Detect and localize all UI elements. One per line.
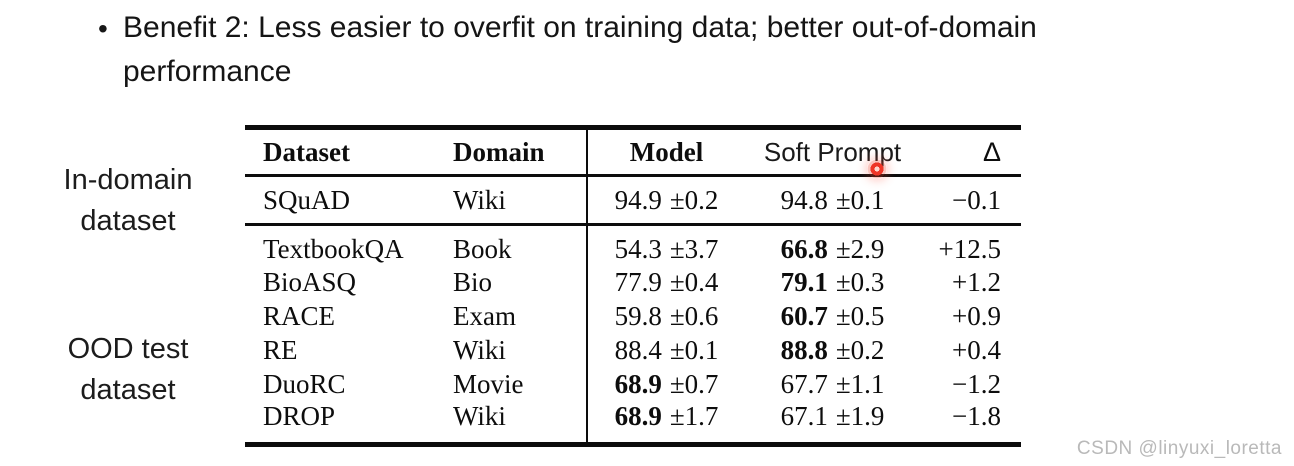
results-table: Dataset Domain Model Soft Prompt Δ SQuAD… [245,125,1021,447]
label-line: OOD test [67,333,189,365]
cell-soft-prompt-score: 67.7 ±1.1 [745,367,920,401]
col-header-delta: Δ [920,127,1021,177]
soft-prompt-score-value: 67.7 [780,368,828,399]
soft-prompt-score-error: ±0.3 [835,266,885,297]
label-line: dataset [80,374,176,406]
model-score-value: 54.3 [614,234,662,264]
model-score-error: ±0.2 [669,184,719,215]
label-in-domain-dataset: In-domain dataset [28,160,228,242]
cell-soft-prompt-score: 94.8 ±0.1 [745,175,920,226]
cell-dataset: TextbookQA [263,234,404,264]
model-score-error: ±0.4 [669,266,719,297]
cell-model-score: 77.9 ±0.4 [586,265,745,299]
soft-prompt-score-value: 60.7 [780,300,828,331]
cell-dataset: RACE [263,300,336,331]
cell-soft-prompt-score: 67.1 ±1.9 [745,401,920,445]
cell-delta: +0.9 [952,300,1001,331]
cell-delta: −0.1 [920,175,1021,226]
model-score-value: 68.9 [614,401,662,431]
in-domain-rows: SQuAD Wiki 94.9 ±0.2 94.8 ±0.1 −0.1 [245,175,1021,226]
cell-dataset: DROP [263,401,336,431]
model-score-value: 77.9 [614,266,662,297]
cell-domain: Wiki [453,334,506,365]
col-header-model: Model [586,127,745,177]
soft-prompt-score-error: ±0.2 [835,334,885,365]
model-score-value: 94.9 [614,184,662,215]
soft-prompt-score-error: ±2.9 [835,234,885,264]
cell-dataset: BioASQ [263,266,357,297]
cell-model-score: 68.9 ±1.7 [586,401,745,445]
cell-delta: −1.2 [952,368,1001,399]
laser-pointer-dot [867,159,887,179]
cell-soft-prompt-score: 66.8 ±2.9 [745,225,920,266]
table-row: TextbookQA Book 54.3 ±3.7 66.8 ±2.9 +12.5 [245,224,1021,266]
cell-domain: Book [453,234,512,264]
soft-prompt-score-error: ±1.9 [835,401,885,431]
table-header-row: Dataset Domain Model Soft Prompt Δ [245,127,1021,177]
cell-model-score: 94.9 ±0.2 [586,175,745,226]
table-row: SQuAD Wiki 94.9 ±0.2 94.8 ±0.1 −0.1 [245,175,1021,226]
soft-prompt-score-value: 66.8 [780,234,828,264]
soft-prompt-score-value: 88.8 [780,334,828,365]
cell-delta: −1.8 [952,401,1001,431]
cell-model-score: 59.8 ±0.6 [586,299,745,333]
cell-dataset: RE [263,334,298,365]
table-row: RACE Exam 59.8 ±0.6 60.7 ±0.5 +0.9 [245,299,1021,333]
model-score-value: 68.9 [614,368,662,399]
cell-domain: Bio [453,266,493,297]
cell-dataset: DuoRC [263,368,346,399]
label-ood-test-dataset: OOD test dataset [28,329,228,411]
soft-prompt-score-value: 67.1 [780,401,828,431]
cell-domain: Wiki [453,401,506,431]
cell-delta: +1.2 [952,266,1001,297]
table-row: DuoRC Movie 68.9 ±0.7 67.7 ±1.1 −1.2 [245,367,1021,401]
cell-soft-prompt-score: 60.7 ±0.5 [745,299,920,333]
model-score-error: ±1.7 [669,401,719,431]
model-score-value: 88.4 [614,334,662,365]
cell-domain: Wiki [450,175,587,226]
cell-soft-prompt-score: 79.1 ±0.3 [745,265,920,299]
cell-dataset: SQuAD [245,175,450,226]
model-score-error: ±0.6 [669,300,719,331]
ood-rows: TextbookQA Book 54.3 ±3.7 66.8 ±2.9 +12.5 BioAS… [245,224,1021,445]
col-header-soft-prompt: Soft Prompt [745,127,920,177]
table-row: RE Wiki 88.4 ±0.1 88.8 ±0.2 +0.4 [245,333,1021,367]
cell-model-score: 88.4 ±0.1 [586,333,745,367]
cell-soft-prompt-score: 88.8 ±0.2 [745,333,920,367]
table-row: BioASQ Bio 77.9 ±0.4 79.1 ±0.3 +1.2 [245,265,1021,299]
soft-prompt-score-value: 79.1 [780,266,828,297]
label-line: In-domain [63,164,193,196]
soft-prompt-score-value: 94.8 [780,184,828,215]
model-score-error: ±3.7 [669,234,719,264]
bullet-icon: • [98,13,108,44]
bullet-item: • Benefit 2: Less easier to overfit on t… [98,6,1238,94]
cell-model-score: 54.3 ±3.7 [586,224,745,265]
table-row: DROP Wiki 68.9 ±1.7 67.1 ±1.9 −1.8 [245,401,1021,445]
cell-domain: Movie [453,368,524,399]
model-score-error: ±0.1 [669,334,719,365]
model-score-value: 59.8 [614,300,662,331]
soft-prompt-score-error: ±0.1 [835,184,885,215]
cell-delta: +12.5 [938,234,1001,264]
watermark: CSDN @linyuxi_loretta [1076,438,1282,459]
cell-domain: Exam [453,300,516,331]
soft-prompt-score-error: ±1.1 [835,368,885,399]
bullet-text: Benefit 2: Less easier to overfit on tra… [123,11,1037,88]
cell-delta: +0.4 [952,334,1001,365]
col-header-dataset: Dataset [245,127,450,177]
label-line: dataset [80,205,176,237]
col-header-domain: Domain [450,127,587,177]
soft-prompt-score-error: ±0.5 [835,300,885,331]
model-score-error: ±0.7 [669,368,719,399]
cell-model-score: 68.9 ±0.7 [586,367,745,401]
